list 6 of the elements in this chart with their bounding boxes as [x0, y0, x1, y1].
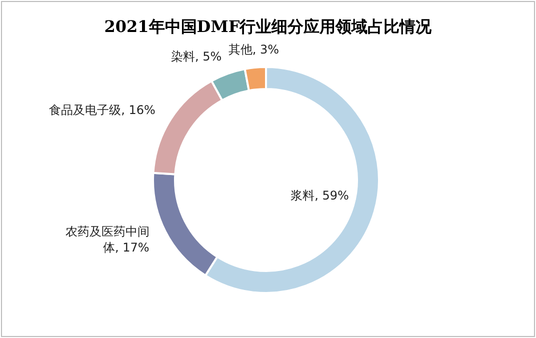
slice-label: 其他, 3% [228, 42, 280, 57]
slice-label: 农药及医药中间体, 17% [65, 224, 150, 254]
chart-title: 2021年中国DMF行业细分应用领域占比情况 [104, 17, 433, 36]
slice-label: 食品及电子级, 16% [49, 102, 156, 117]
slice-label: 浆料, 59% [290, 188, 349, 203]
slice-label: 染料, 5% [170, 50, 222, 64]
